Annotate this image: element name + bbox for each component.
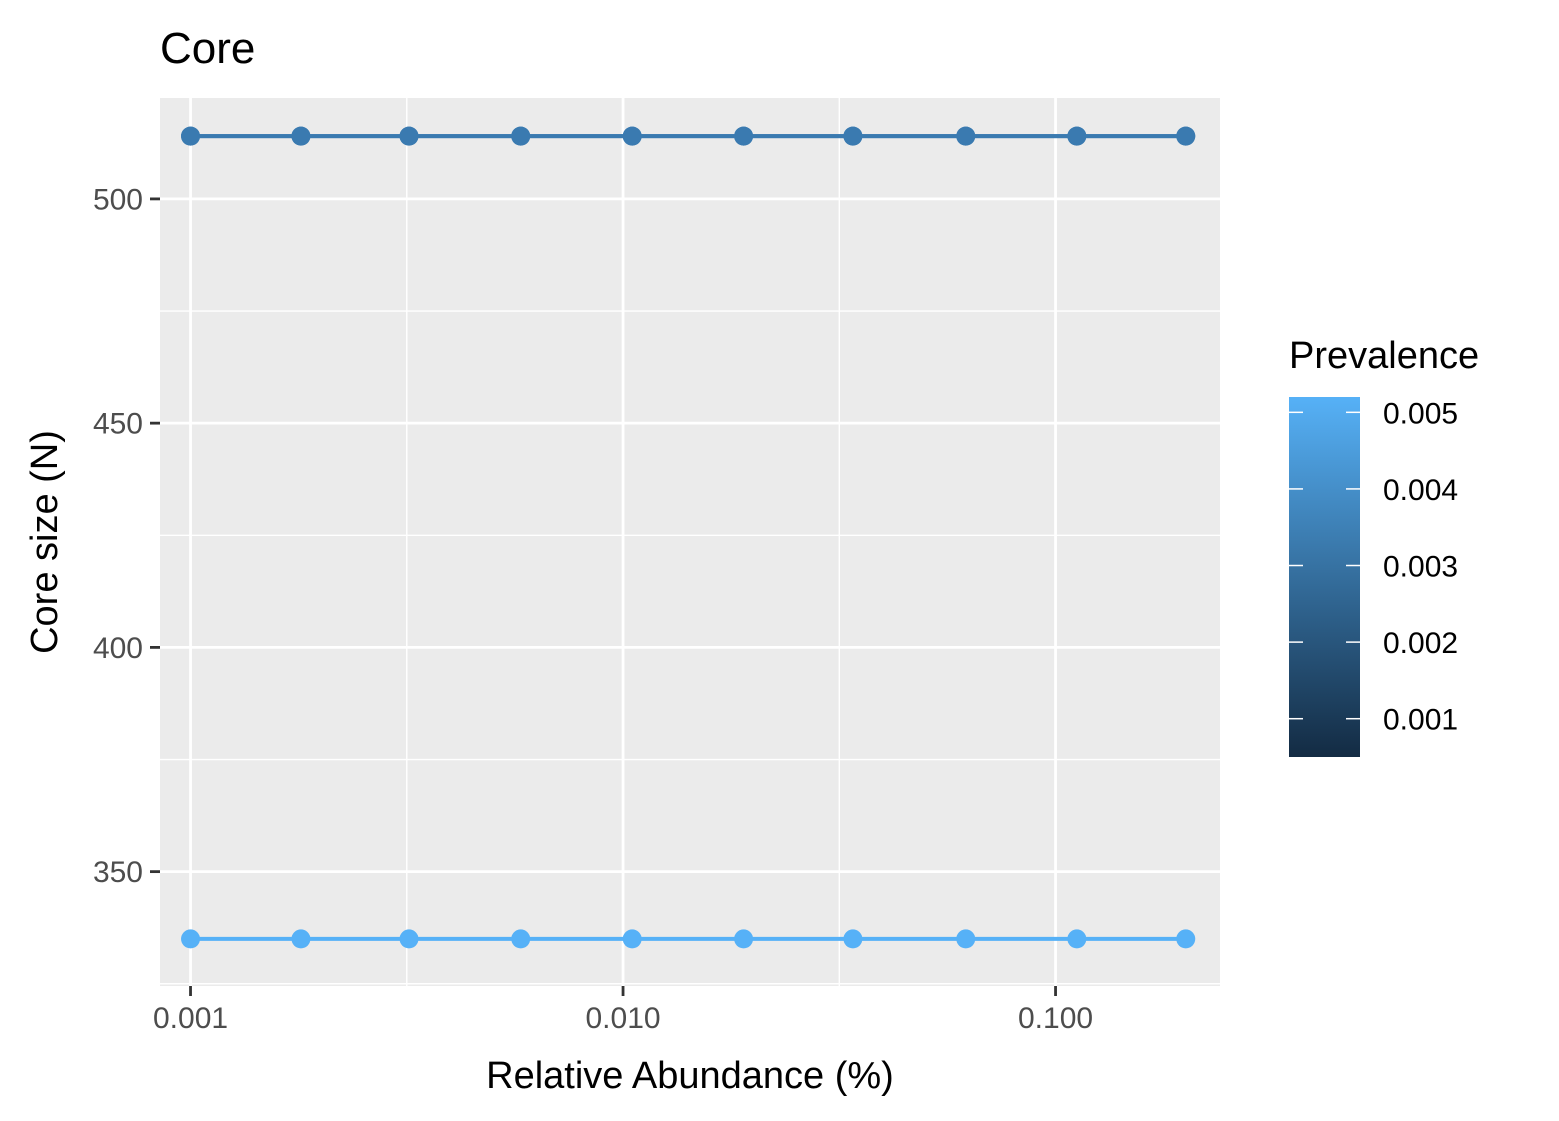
y-tick-label: 400: [93, 632, 143, 665]
data-point: [1176, 126, 1196, 146]
data-point: [1176, 929, 1196, 949]
y-axis-title: Core size (N): [24, 430, 66, 654]
legend-break-label: 0.004: [1383, 474, 1458, 507]
data-point: [956, 929, 976, 949]
data-point: [734, 929, 754, 949]
data-point: [181, 929, 201, 949]
legend-colorbar: [1289, 397, 1360, 757]
x-tick-label: 0.100: [1018, 1002, 1093, 1035]
y-tick-label: 350: [93, 856, 143, 889]
legend-title: Prevalence: [1289, 335, 1479, 377]
data-point: [399, 929, 419, 949]
data-point: [1067, 929, 1087, 949]
data-point: [622, 929, 642, 949]
data-point: [291, 929, 311, 949]
legend: Prevalence 0.001 0.002 0.003 0.004 0.005: [1289, 335, 1479, 757]
x-axis-title: Relative Abundance (%): [486, 1055, 894, 1097]
data-point: [399, 126, 419, 146]
series-points: [181, 126, 1196, 949]
data-point: [843, 929, 863, 949]
data-point: [622, 126, 642, 146]
data-point: [1067, 126, 1087, 146]
data-point: [291, 126, 311, 146]
y-tick-label: 500: [93, 183, 143, 216]
x-tick-label: 0.001: [153, 1002, 228, 1035]
legend-break-label: 0.001: [1383, 704, 1458, 737]
data-point: [734, 126, 754, 146]
data-point: [843, 126, 863, 146]
data-point: [956, 126, 976, 146]
chart-title: Core: [160, 24, 255, 73]
plot-panel: [160, 98, 1220, 986]
data-point: [511, 126, 531, 146]
data-point: [511, 929, 531, 949]
grid-lines: [160, 98, 1220, 986]
x-tick-label: 0.010: [586, 1002, 661, 1035]
y-tick-label: 450: [93, 408, 143, 441]
legend-break-label: 0.003: [1383, 551, 1458, 584]
legend-break-label: 0.002: [1383, 627, 1458, 660]
legend-break-label: 0.005: [1383, 397, 1458, 430]
data-point: [181, 126, 201, 146]
axes: 0.001 0.010 0.100 350 400 450 500: [93, 183, 1093, 1035]
series-lines: [190, 134, 1186, 941]
